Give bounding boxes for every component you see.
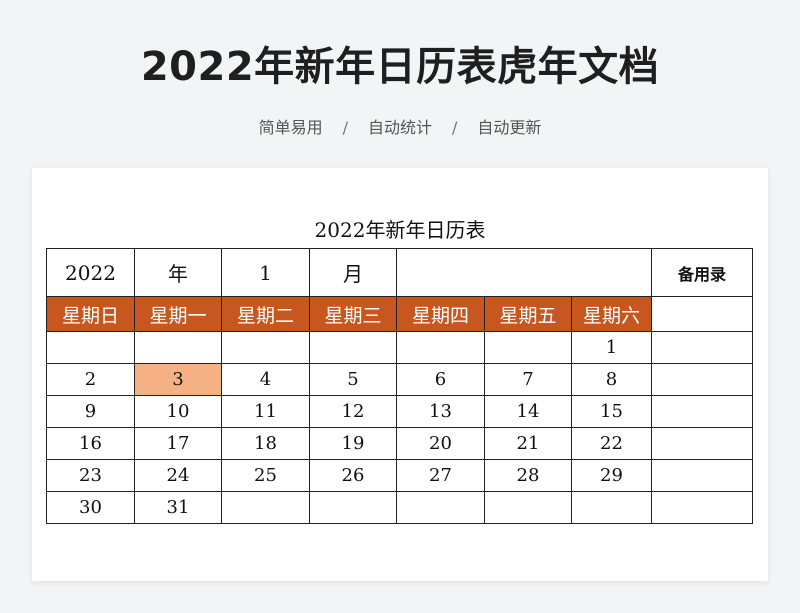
day-cell[interactable]: 6 [396, 363, 485, 396]
day-cell[interactable]: 23 [46, 459, 135, 492]
day-cell[interactable]: 25 [221, 459, 310, 492]
day-cell[interactable] [396, 331, 485, 364]
memo-cell[interactable] [651, 491, 753, 524]
day-cell[interactable]: 21 [484, 427, 572, 460]
memo-label-cell[interactable]: 备用录 [651, 248, 753, 297]
subtitle-item-auto-stats: 自动统计 [367, 118, 432, 137]
subtitle-separator: / [452, 118, 458, 137]
day-cell[interactable] [46, 331, 135, 364]
day-cell[interactable]: 20 [396, 427, 485, 460]
weekday-sunday[interactable]: 星期日 [46, 296, 135, 332]
year-label-cell[interactable]: 年 [134, 248, 222, 297]
day-cell[interactable]: 16 [46, 427, 135, 460]
weekday-tuesday[interactable]: 星期二 [221, 296, 310, 332]
day-cell[interactable]: 30 [46, 491, 135, 524]
day-cell[interactable]: 10 [134, 395, 222, 428]
day-cell[interactable] [396, 491, 485, 524]
day-cell[interactable]: 18 [221, 427, 310, 460]
day-cell[interactable]: 11 [221, 395, 310, 428]
calendar-header-row: 2022 年 1 月 备用录 [46, 248, 753, 297]
week-row: 30 31 [46, 491, 753, 524]
day-cell[interactable]: 24 [134, 459, 222, 492]
subtitle-item-auto-update: 自动更新 [477, 118, 542, 137]
day-cell-highlighted[interactable]: 3 [134, 363, 222, 396]
day-cell[interactable] [134, 331, 222, 364]
year-cell[interactable]: 2022 [46, 248, 135, 297]
memo-cell[interactable] [651, 459, 753, 492]
day-cell[interactable] [221, 491, 310, 524]
weekday-friday[interactable]: 星期五 [484, 296, 572, 332]
day-cell[interactable] [309, 331, 397, 364]
week-row: 1 [46, 331, 753, 364]
day-cell[interactable]: 1 [571, 331, 652, 364]
page-title: 2022年新年日历表虎年文档 [140, 44, 660, 90]
day-cell[interactable]: 29 [571, 459, 652, 492]
day-cell[interactable]: 14 [484, 395, 572, 428]
subtitle-separator: / [342, 118, 348, 137]
day-cell[interactable]: 15 [571, 395, 652, 428]
day-cell[interactable] [309, 491, 397, 524]
day-cell[interactable] [484, 331, 572, 364]
month-label-cell[interactable]: 月 [309, 248, 397, 297]
subtitle: 简单易用 / 自动统计 / 自动更新 [0, 114, 800, 138]
weekday-wednesday[interactable]: 星期三 [309, 296, 397, 332]
day-cell[interactable]: 9 [46, 395, 135, 428]
day-cell[interactable]: 8 [571, 363, 652, 396]
weekday-monday[interactable]: 星期一 [134, 296, 222, 332]
day-cell[interactable]: 28 [484, 459, 572, 492]
week-row: 9 10 11 12 13 14 15 [46, 395, 753, 428]
day-cell[interactable]: 5 [309, 363, 397, 396]
day-cell[interactable]: 4 [221, 363, 310, 396]
week-row: 2 3 4 5 6 7 8 [46, 363, 753, 396]
memo-cell[interactable] [651, 296, 753, 332]
weekday-saturday[interactable]: 星期六 [571, 296, 652, 332]
subtitle-item-easy: 简单易用 [258, 118, 323, 137]
week-row: 16 17 18 19 20 21 22 [46, 427, 753, 460]
day-cell[interactable] [221, 331, 310, 364]
memo-cell[interactable] [651, 427, 753, 460]
day-cell[interactable]: 31 [134, 491, 222, 524]
memo-cell[interactable] [651, 331, 753, 364]
day-cell[interactable]: 7 [484, 363, 572, 396]
week-row: 23 24 25 26 27 28 29 [46, 459, 753, 492]
weekday-header-row: 星期日 星期一 星期二 星期三 星期四 星期五 星期六 [46, 296, 753, 332]
day-cell[interactable]: 26 [309, 459, 397, 492]
calendar-title: 2022年新年日历表 [314, 218, 486, 242]
day-cell[interactable] [484, 491, 572, 524]
day-cell[interactable]: 12 [309, 395, 397, 428]
month-cell[interactable]: 1 [221, 248, 310, 297]
day-cell[interactable]: 17 [134, 427, 222, 460]
memo-cell[interactable] [651, 363, 753, 396]
memo-cell[interactable] [651, 395, 753, 428]
day-cell[interactable]: 2 [46, 363, 135, 396]
blank-header-cell[interactable] [396, 248, 652, 297]
day-cell[interactable]: 22 [571, 427, 652, 460]
day-cell[interactable]: 13 [396, 395, 485, 428]
day-cell[interactable] [571, 491, 652, 524]
weekday-thursday[interactable]: 星期四 [396, 296, 485, 332]
day-cell[interactable]: 27 [396, 459, 485, 492]
calendar-table: 2022 年 1 月 备用录 星期日 星期一 星期二 星期三 星期四 星期五 星… [46, 248, 753, 524]
day-cell[interactable]: 19 [309, 427, 397, 460]
